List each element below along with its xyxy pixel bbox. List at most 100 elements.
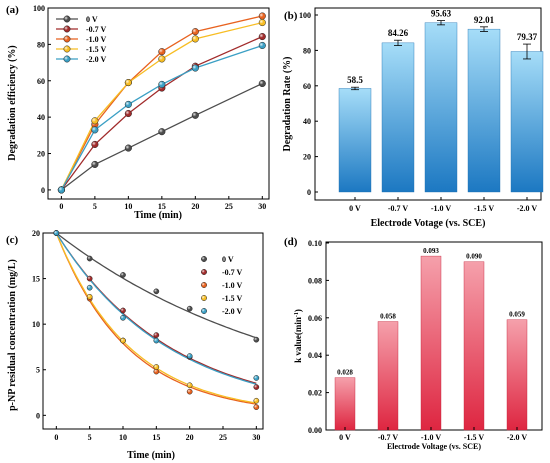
panel-c-x-tick-label: 20 <box>186 433 194 442</box>
panel-c-data <box>53 230 260 410</box>
panel-b-data-label: 95.63 <box>431 9 452 19</box>
panel-c-data-point-shine <box>253 384 259 390</box>
panel-d-y-tick-label: 0.00 <box>308 426 322 435</box>
panel-d-data-label: 0.058 <box>380 313 396 321</box>
panel-b-data-label: 92.01 <box>474 15 495 25</box>
panel-a-x-tick-label: 20 <box>191 202 199 211</box>
panel-a-frame <box>47 7 270 200</box>
panel-c-data-point-shine <box>187 382 193 388</box>
panel-a-label: (a) <box>6 4 19 16</box>
panel-b-y-tick-label: 0 <box>307 188 311 197</box>
panel-c-legend-label: -2.0 V <box>222 307 243 316</box>
panel-d-data-label: 0.028 <box>337 369 353 377</box>
panel-d-bar <box>506 319 528 431</box>
panel-c-data-point-shine <box>53 230 59 236</box>
panel-d-y-tick-label: 0.08 <box>308 276 322 285</box>
panel-a-data-point-shine <box>192 112 199 119</box>
panel-d-y-tick-label: 0.10 <box>308 239 322 248</box>
panel-a-x-tick-label: 5 <box>93 202 97 211</box>
panel-a-legend-marker-shine <box>63 25 71 33</box>
panel-c-data-point-shine <box>120 337 126 344</box>
panel-b-x-tick-label: -1.0 V <box>431 204 452 213</box>
panel-c-y-tick-label: 10 <box>32 320 40 329</box>
panel-a-data-point-shine <box>125 79 132 86</box>
panel-c-data-point-shine <box>153 332 159 338</box>
panel-b-bar <box>338 88 372 193</box>
panel-a-data-point-shine <box>125 101 132 108</box>
panel-a-data <box>57 12 266 194</box>
panel-d-label: (d) <box>284 236 298 248</box>
panel-c-data-point-shine <box>253 404 259 410</box>
panel-b-bar <box>381 42 415 193</box>
panel-d-x-axis-title: Electrode Voltage (vs. SCE) <box>387 442 481 451</box>
panel-a-data-point-shine <box>158 128 166 135</box>
panel-b-x-tick-label: -1.5 V <box>474 204 495 213</box>
panel-a-x-tick-label: 10 <box>124 202 132 211</box>
panel-c-y-axis-title: p-NP residual concentration (mg/L) <box>7 259 18 411</box>
panel-a-series-line <box>60 36 263 191</box>
panel-a-data-point-shine <box>91 117 99 125</box>
panel-c-data-point-shine <box>153 337 159 344</box>
panel-b-x-tick-label: 0 V <box>349 204 361 213</box>
panel-a-legend-label: -2.0 V <box>86 55 107 64</box>
panel-a-legend: 0 V-0.7 V-1.0 V-1.5 V-2.0 V <box>56 15 107 64</box>
panel-a-data-point-shine <box>91 126 99 134</box>
panel-a-x-tick-label: 25 <box>225 202 233 211</box>
panel-a-data-point-shine <box>91 161 99 168</box>
panel-d-bar <box>377 321 399 431</box>
panel-a-legend-label: -1.5 V <box>86 45 107 54</box>
panel-c-legend-marker-shine <box>201 295 207 301</box>
panel-c-x-tick-label: 30 <box>252 433 260 442</box>
panel-d-data-label: 0.059 <box>509 311 525 319</box>
panel-d-x-tick-label: 0 V <box>339 433 351 442</box>
panel-b-data: 58.5 0 V 84.26 -0.7 V 95.63 -1.0 V 92.01 -1.5 V… <box>338 9 544 213</box>
panel-b-x-axis-title: Electrode Votage (vs. SCE) <box>371 218 486 229</box>
panel-a-data-point-shine <box>259 80 266 87</box>
panel-a-legend-marker-shine <box>63 15 71 23</box>
panel-d-data-label: 0.093 <box>423 247 439 255</box>
panel-a-data-point-shine <box>58 186 65 194</box>
panel-b-y-tick-label: 60 <box>303 82 311 91</box>
panel-c-scatter-chart: (c) 0 5 10 15 20 25 30 0 5 10 15 20 0 V -0.7 V -1.0 V… <box>6 229 264 461</box>
panel-a-legend-marker-shine <box>63 35 71 43</box>
panel-a-series-line <box>60 44 263 191</box>
panel-a-x-tick-label: 30 <box>258 202 266 211</box>
panel-c-legend-marker-shine <box>201 269 207 275</box>
panel-c-x-tick-label: 15 <box>152 433 160 442</box>
panel-a-data-point-shine <box>259 12 266 20</box>
panel-c-data-point-shine <box>120 272 126 278</box>
panel-c-data-point-shine <box>187 389 193 395</box>
panel-d-y-tick-label: 0.06 <box>308 314 322 323</box>
panel-a-y-tick-label: 100 <box>33 4 45 13</box>
panel-c-y-tick-label: 15 <box>32 275 40 284</box>
panel-b-data-label: 79.37 <box>517 32 538 42</box>
panel-a-y-tick-label: 20 <box>37 150 45 159</box>
panel-c-data-point-shine <box>253 337 259 343</box>
panel-c-data-point-shine <box>87 275 93 282</box>
panel-c-x-axis-title: Time (min) <box>127 450 175 461</box>
panel-a-y-tick-label: 80 <box>37 40 45 49</box>
panel-c-x-tick-label: 0 <box>54 433 58 442</box>
panel-a-y-tick-label: 0 <box>41 186 45 195</box>
panel-d-y-axis-title-sup: -1 <box>294 312 300 317</box>
panel-a-data-point-shine <box>158 48 166 55</box>
panel-c-x-tick-label: 10 <box>119 433 127 442</box>
panel-a-data-point-shine <box>125 144 132 152</box>
panel-a-series-line <box>60 15 263 191</box>
panel-b-x-tick-label: -2.0 V <box>517 204 538 213</box>
panel-a-data-point-shine <box>192 35 199 43</box>
panel-a-data-point-shine <box>192 28 199 35</box>
panel-d-axes: 0.00 0.02 0.04 0.06 0.08 0.10 <box>308 239 329 435</box>
panel-c-y-tick-label: 5 <box>36 366 40 375</box>
panel-c-data-point-shine <box>187 353 193 359</box>
panel-b-x-tick-label: -0.7 V <box>388 204 409 213</box>
panel-b-data-label: 84.26 <box>388 28 409 38</box>
panel-b-y-axis-title: Degradation Rate (%) <box>282 57 293 152</box>
panel-c-legend-label: -1.0 V <box>222 281 243 290</box>
panel-a-data-point-shine <box>158 81 166 88</box>
panel-c-legend-marker-shine <box>201 256 207 262</box>
panel-a-data-point-shine <box>192 64 199 72</box>
panel-b-y-tick-label: 40 <box>303 117 311 126</box>
